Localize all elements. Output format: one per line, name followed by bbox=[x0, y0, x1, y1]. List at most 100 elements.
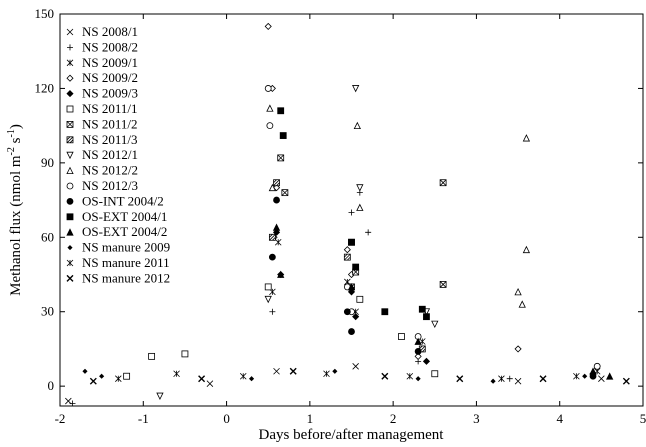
legend-marker bbox=[67, 75, 73, 81]
data-point bbox=[419, 306, 425, 312]
y-tick-label: 60 bbox=[41, 229, 54, 244]
series-ns-2009-2 bbox=[265, 23, 521, 359]
data-point bbox=[149, 353, 155, 359]
legend-marker bbox=[67, 137, 73, 143]
legend-label: NS 2008/2 bbox=[82, 39, 138, 54]
legend-marker bbox=[67, 60, 73, 66]
legend-label: NS 2009/3 bbox=[82, 86, 138, 101]
data-point bbox=[398, 334, 404, 340]
legend-marker bbox=[67, 121, 73, 127]
y-tick-label: 30 bbox=[41, 304, 54, 319]
data-point bbox=[623, 378, 629, 384]
data-point bbox=[267, 105, 273, 111]
data-point bbox=[440, 180, 446, 186]
data-point bbox=[353, 314, 359, 320]
series-ns-2011-3 bbox=[269, 180, 425, 352]
data-point bbox=[265, 23, 271, 29]
legend-label: NS 2008/1 bbox=[82, 24, 138, 39]
series-ns-2012-2 bbox=[267, 105, 530, 307]
y-tick-label: 90 bbox=[41, 155, 54, 170]
legend-label: OS-EXT 2004/1 bbox=[82, 209, 167, 224]
legend-marker bbox=[67, 275, 73, 281]
y-axis-label-sup1: -2 bbox=[6, 147, 17, 155]
y-tick-label: 0 bbox=[48, 378, 55, 393]
data-point bbox=[519, 301, 525, 307]
data-point bbox=[349, 209, 355, 215]
legend-marker bbox=[67, 260, 73, 266]
data-point bbox=[290, 368, 296, 374]
data-point bbox=[357, 296, 363, 302]
data-point bbox=[275, 239, 281, 245]
data-point bbox=[607, 373, 613, 379]
data-point bbox=[278, 108, 284, 114]
legend-label: NS 2011/2 bbox=[82, 116, 138, 131]
data-point bbox=[269, 234, 275, 240]
data-point bbox=[354, 123, 360, 129]
x-tick-label: 2 bbox=[390, 411, 397, 426]
x-tick-label: 3 bbox=[473, 411, 480, 426]
data-point bbox=[353, 85, 359, 91]
data-point bbox=[515, 289, 521, 295]
legend-label: OS-INT 2004/2 bbox=[82, 193, 164, 208]
data-point bbox=[594, 363, 600, 369]
series-ns-2009-1 bbox=[269, 239, 600, 374]
data-point bbox=[423, 358, 429, 364]
data-point bbox=[115, 376, 121, 382]
y-tick-label: 120 bbox=[35, 80, 55, 95]
legend-label: NS 2011/1 bbox=[82, 101, 138, 116]
data-point bbox=[207, 381, 213, 387]
data-point bbox=[583, 374, 587, 378]
legend-marker bbox=[67, 106, 73, 112]
data-point bbox=[416, 377, 420, 381]
legend-marker bbox=[67, 152, 73, 158]
data-point bbox=[523, 135, 529, 141]
series-ns-2012-3 bbox=[265, 85, 600, 369]
legend-label: NS 2009/1 bbox=[82, 55, 138, 70]
data-point bbox=[498, 376, 504, 382]
data-point bbox=[274, 180, 280, 186]
x-tick-label: -2 bbox=[55, 411, 66, 426]
data-point bbox=[353, 363, 359, 369]
data-point bbox=[333, 369, 337, 373]
legend: NS 2008/1NS 2008/2NS 2009/1NS 2009/2NS 2… bbox=[67, 24, 170, 285]
legend-marker bbox=[67, 183, 73, 189]
legend-marker bbox=[67, 91, 73, 97]
legend-marker bbox=[67, 214, 73, 220]
series-ns-manure-2012 bbox=[90, 368, 629, 384]
data-point bbox=[515, 378, 521, 384]
data-point bbox=[90, 378, 96, 384]
data-point bbox=[250, 377, 254, 381]
legend-marker bbox=[68, 246, 72, 250]
legend-label: NS manure 2011 bbox=[82, 255, 170, 270]
data-point bbox=[349, 239, 355, 245]
series-ns-manure-2009 bbox=[83, 369, 587, 383]
data-point bbox=[382, 373, 388, 379]
y-axis-label-end: ) bbox=[8, 124, 24, 129]
data-point bbox=[540, 376, 546, 382]
x-tick-label: 4 bbox=[556, 411, 563, 426]
data-point bbox=[240, 373, 246, 379]
data-point bbox=[423, 314, 429, 320]
data-point bbox=[432, 321, 438, 327]
series-ns-2012-1 bbox=[157, 85, 438, 399]
series-ns-2009-3 bbox=[274, 229, 596, 376]
y-axis-label: Methanol flux (nmol m-2 s-1) bbox=[6, 124, 24, 296]
data-point bbox=[507, 376, 513, 382]
x-tick-label: 5 bbox=[640, 411, 646, 426]
legend-label: NS manure 2009 bbox=[82, 240, 170, 255]
data-point bbox=[598, 376, 604, 382]
legend-label: NS 2009/2 bbox=[82, 70, 138, 85]
data-point bbox=[353, 264, 359, 270]
data-point bbox=[174, 371, 180, 377]
series-ns-2011-1 bbox=[124, 284, 438, 379]
data-point bbox=[357, 205, 363, 211]
data-point bbox=[344, 247, 350, 253]
data-point bbox=[274, 224, 280, 230]
data-point bbox=[267, 123, 273, 129]
y-axis-label-mid: s bbox=[8, 137, 24, 147]
legend-marker bbox=[67, 168, 73, 174]
data-point bbox=[457, 376, 463, 382]
data-point bbox=[382, 309, 388, 315]
